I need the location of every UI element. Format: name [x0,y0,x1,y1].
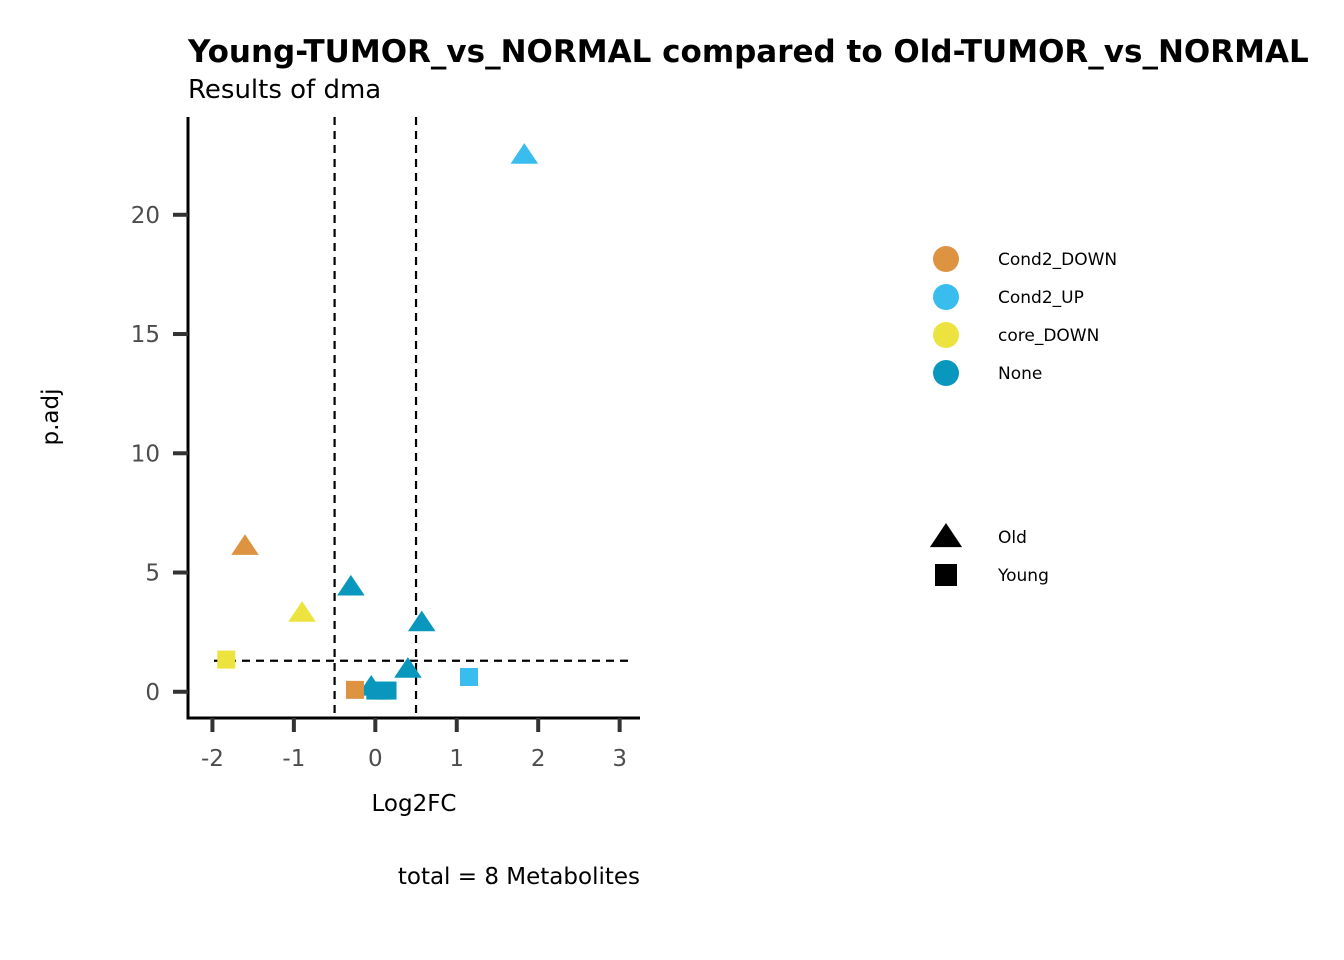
data-point-square [345,680,364,699]
y-tick-label: 0 [145,680,160,706]
legend-color-key [933,284,959,310]
data-point-triangle [510,143,539,164]
data-point-triangle [288,601,316,622]
y-tick-label: 10 [131,441,160,467]
data-point-square [217,650,236,669]
x-tick-label: 0 [368,746,383,772]
data-point-square [378,681,397,700]
legend-color-key [933,322,959,348]
x-tick-label: -1 [282,746,305,772]
legend-color-key [933,360,959,386]
shape-legend: Old Young [929,523,1049,586]
y-tick-label: 5 [145,561,160,587]
x-tick-label: -2 [201,746,224,772]
data-point-triangle [394,657,422,678]
x-axis-label: Log2FC [371,791,456,817]
y-tick-label: 15 [131,322,160,348]
x-tick-label: 2 [531,746,546,772]
legend-color-label: Cond2_UP [998,288,1084,308]
axes: -2 -1 0 1 2 3 0 5 10 15 20 [131,117,640,772]
legend-shape-key [929,523,963,548]
chart-caption: total = 8 Metabolites [398,864,640,890]
legend-color-key [933,246,959,272]
chart-subtitle: Results of dma [188,75,381,105]
legend-color-label: core_DOWN [998,326,1099,346]
data-point-triangle [231,534,259,555]
chart-title: Young-TUMOR_vs_NORMAL compared to Old-TU… [187,34,1309,70]
y-axis-label: p.adj [38,389,64,446]
y-tick-label: 20 [131,203,160,229]
data-points [217,143,539,700]
color-legend: Cond2_DOWN Cond2_UP core_DOWN None [933,246,1117,386]
data-point-triangle [337,574,365,596]
legend-shape-label: Old [998,528,1027,548]
legend-color-label: Cond2_DOWN [998,250,1117,270]
x-tick-label: 3 [612,746,627,772]
x-tick-label: 1 [449,746,464,772]
legend-shape-key [935,564,957,586]
data-point-triangle [407,610,436,632]
legend-shape-label: Young [997,566,1049,586]
legend-color-label: None [998,364,1042,384]
threshold-lines [214,117,632,718]
data-point-square [459,667,478,686]
